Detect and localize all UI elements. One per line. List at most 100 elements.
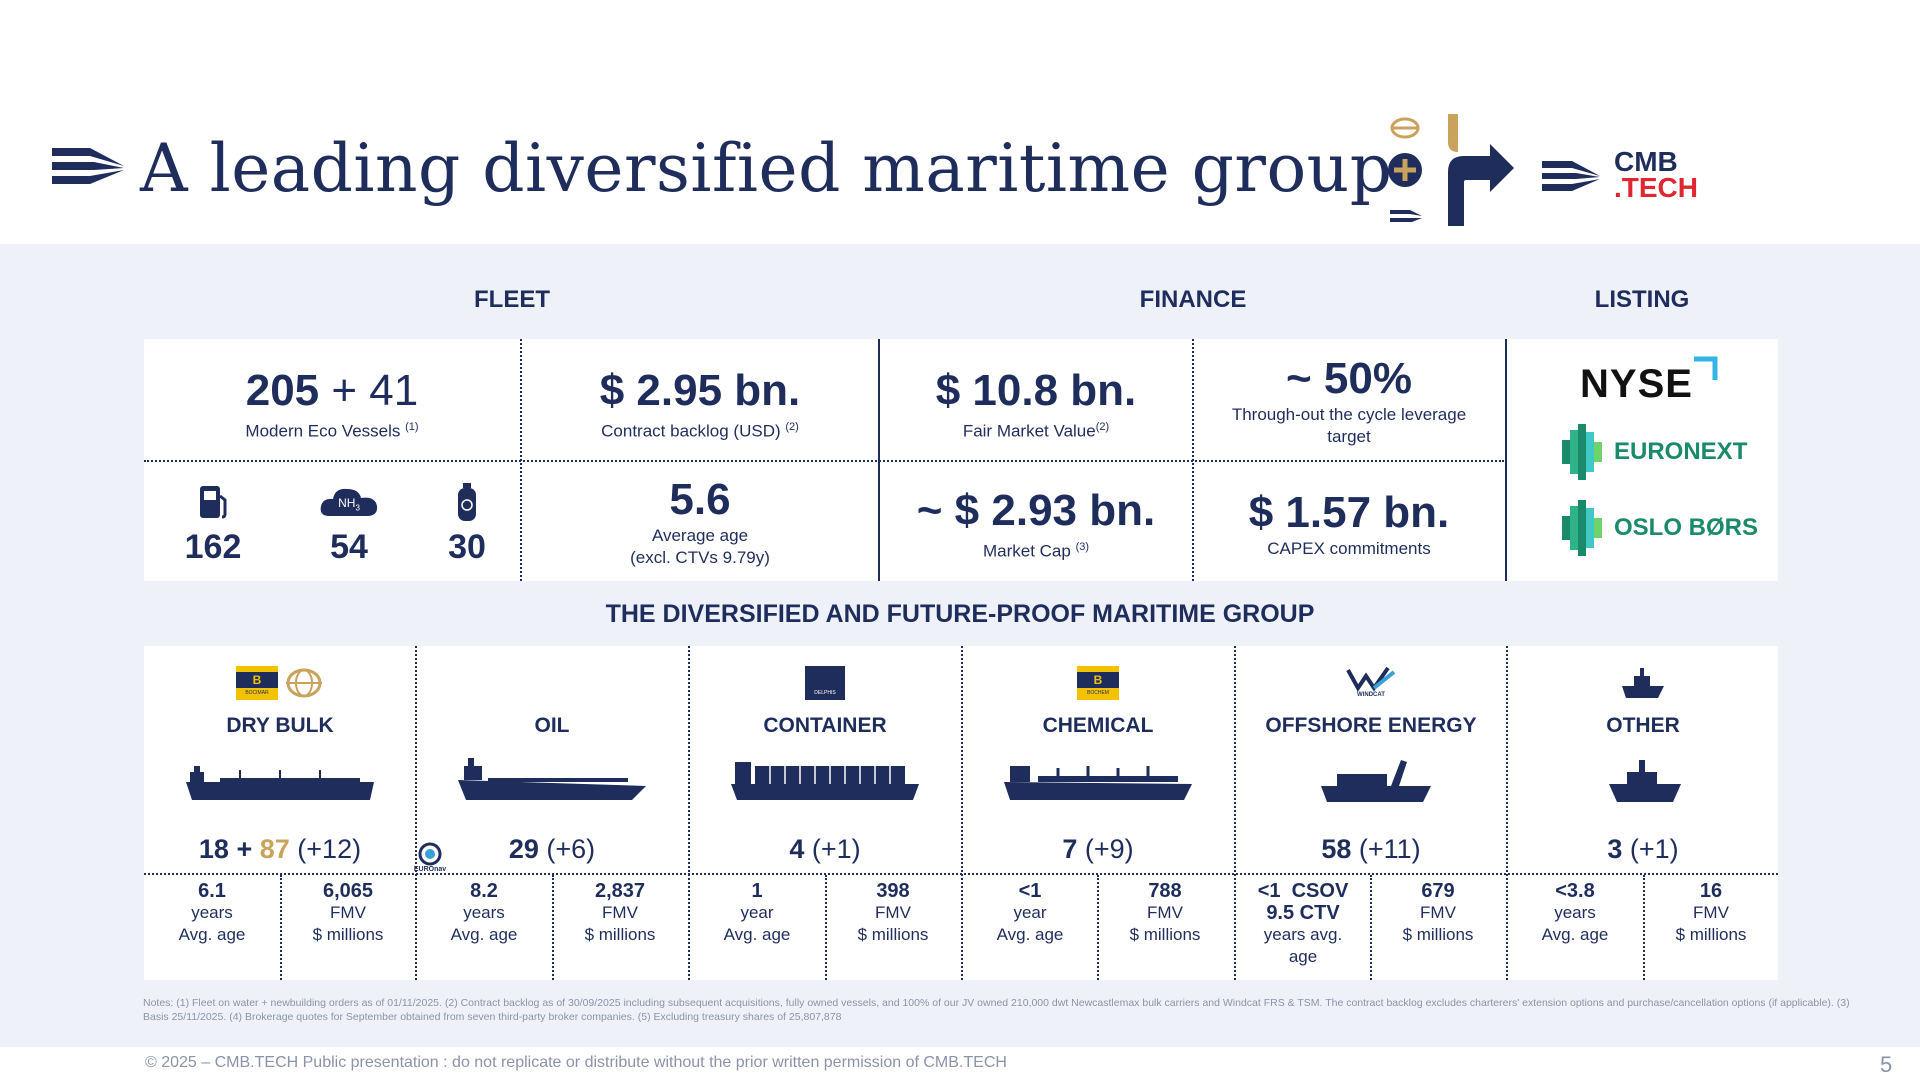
stat-label: Avg. age — [723, 925, 791, 944]
stat-label: FMV — [1693, 903, 1729, 922]
segment-oil: OIL 29 (+6) — [416, 646, 688, 872]
divider — [1234, 646, 1236, 980]
stat-label: $ millions — [1129, 925, 1201, 944]
stat-value: <1 — [1018, 880, 1042, 902]
divider — [415, 646, 417, 980]
copyright-footer: © 2025 – CMB.TECH Public presentation : … — [145, 1054, 1007, 1071]
stat-oil-age: 8.2 years Avg. age — [416, 880, 552, 946]
tug-boat-icon — [1622, 668, 1664, 698]
capex-value: $ 1.57 bn. — [1248, 488, 1450, 537]
segment-offshore-energy: WINDCAT OFFSHORE ENERGY 58 (+11) — [1235, 646, 1507, 872]
backlog-value: $ 2.95 bn. — [599, 365, 801, 415]
divider — [1370, 875, 1372, 980]
fmv-label: Fair Market Value — [962, 421, 1096, 441]
stat-label: $ millions — [857, 925, 929, 944]
stat-label: years avg. — [1263, 925, 1343, 944]
backlog-label: Contract backlog (USD) — [601, 421, 781, 441]
windcat-text: WINDCAT — [1357, 692, 1385, 698]
page-number: 5 — [1880, 1052, 1893, 1077]
divider — [552, 875, 554, 980]
mcap-note: (3) — [1075, 540, 1090, 553]
count-c: (+6) — [546, 834, 596, 864]
segment-name: DRY BULK — [226, 714, 334, 737]
finance-fmv: $ 10.8 bn. Fair Market Value(2) — [880, 350, 1192, 458]
finance-mcap: ~ $ 2.93 bn. Market Cap (3) — [880, 472, 1192, 576]
brand-line1: CMB — [1614, 146, 1678, 177]
euronext-mark-icon — [1562, 424, 1602, 480]
stat-label: Avg. age — [996, 925, 1064, 944]
stat-label: Avg. age — [1541, 925, 1609, 944]
fuel-hydrogen: 30 — [424, 474, 510, 574]
stat-label: FMV — [602, 903, 638, 922]
fleet-vessels: 205 + 41 Modern Eco Vessels (1) — [144, 350, 520, 458]
finance-leverage: ~ 50% Through-out the cycle leverage tar… — [1194, 344, 1504, 458]
fleet-backlog: $ 2.95 bn. Contract backlog (USD) (2) — [522, 350, 878, 458]
stat-value: 6.1 — [198, 880, 226, 902]
container-ship-icon — [731, 762, 919, 800]
hydrogen-tank-icon — [458, 482, 476, 521]
page-title: A leading diversified maritime group — [140, 130, 1393, 207]
vessels-main: 205 — [245, 365, 320, 415]
fmv-value: $ 10.8 bn. — [935, 365, 1137, 415]
fuel-diesel: 162 — [170, 474, 256, 574]
count-c: (+1) — [811, 834, 861, 864]
segment-dry-bulk: B BOCIMAR DRY BULK 18 + 87 (+12) — [144, 646, 416, 872]
oslo-logo: OSLO BØRS — [1558, 500, 1758, 556]
stat-chemical-age: <1 year Avg. age — [962, 880, 1098, 946]
stat-dry-bulk-fmv: 6,065 FMV $ millions — [280, 880, 416, 946]
segment-name: OTHER — [1606, 714, 1680, 737]
segment-chemical: B BOCHEM CHEMICAL 7 (+9) — [962, 646, 1234, 872]
vessels-plus: + 41 — [331, 365, 419, 415]
brand-line2: .TECH — [1614, 172, 1698, 203]
section-finance: FINANCE — [1139, 286, 1247, 313]
euronav-text: EUROnav — [413, 866, 447, 873]
stat-label: age — [1288, 947, 1318, 966]
oslo-text: OSLO BØRS — [1614, 514, 1759, 541]
stat-value: 398 — [876, 880, 910, 902]
stat-label: FMV — [1147, 903, 1183, 922]
stat-label: years — [1554, 903, 1596, 922]
stat-value: 8.2 — [470, 880, 498, 902]
bocimar-text: BOCIMAR — [245, 690, 269, 696]
fuel-hydrogen-value: 30 — [448, 527, 486, 566]
stat-label: years — [463, 903, 505, 922]
count-a: 29 — [508, 834, 539, 864]
nyse-logo: NYSE — [1580, 356, 1720, 412]
stat-container-fmv: 398 FMV $ millions — [825, 880, 961, 946]
stat-value: 16 — [1699, 880, 1723, 902]
windcat-logo: WINDCAT — [1344, 666, 1398, 700]
delphis-text: DELPHIS — [814, 690, 836, 696]
vessels-note: (1) — [405, 420, 419, 433]
mcap-value: ~ $ 2.93 bn. — [916, 485, 1156, 535]
divider — [825, 875, 827, 980]
capex-label: CAPEX commitments — [1267, 539, 1431, 558]
leverage-value: ~ 50% — [1286, 354, 1412, 403]
age-label2: (excl. CTVs 9.79y) — [630, 548, 770, 567]
euronav-logo: EUROnav — [404, 842, 456, 876]
group-logo-cluster-icon — [1388, 114, 1514, 226]
stat-label: years — [191, 903, 233, 922]
bocimar-logo: B BOCIMAR — [236, 666, 278, 700]
stat-oil-fmv: 2,837 FMV $ millions — [552, 880, 688, 946]
stat-other-fmv: 16 FMV $ millions — [1643, 880, 1779, 946]
count-c: (+9) — [1084, 834, 1134, 864]
finance-capex: $ 1.57 bn. CAPEX commitments — [1194, 472, 1504, 576]
segment-name: CHEMICAL — [1042, 714, 1154, 737]
stat-value: <3.8 — [1555, 880, 1595, 902]
stat-label: FMV — [875, 903, 911, 922]
nyse-corner-icon — [1694, 356, 1718, 380]
stat-label: FMV — [330, 903, 366, 922]
euronext-logo: EURONEXT — [1558, 424, 1758, 480]
stat-value: 6,065 — [322, 880, 374, 902]
divider — [961, 646, 963, 980]
stat-container-age: 1 year Avg. age — [689, 880, 825, 946]
header: A leading diversified maritime group CMB… — [0, 0, 1920, 244]
fuel-diesel-value: 162 — [184, 527, 242, 566]
tug-vessel-icon — [1609, 760, 1681, 802]
bochem-text: BOCHEM — [1087, 690, 1109, 696]
mcap-label: Market Cap — [982, 541, 1071, 561]
count-a: 18 + — [198, 834, 253, 864]
count-c: (+12) — [297, 834, 362, 864]
count-a: 4 — [789, 834, 805, 864]
stat-value: 679 — [1421, 880, 1455, 902]
